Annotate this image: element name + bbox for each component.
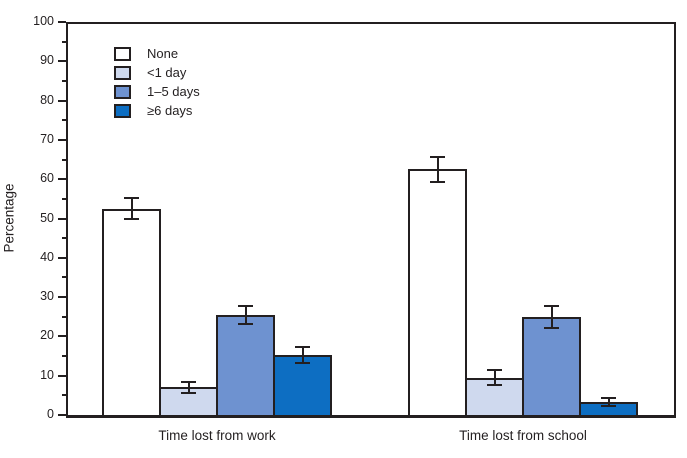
error-bar-line: [130, 198, 133, 220]
y-major-tick: [58, 335, 66, 338]
error-bar-cap-bottom: [487, 384, 502, 387]
error-bar-line: [436, 156, 439, 182]
legend-label: ≥6 days: [147, 103, 193, 118]
y-tick-label: 70: [40, 131, 54, 146]
error-bar-cap-bottom: [124, 218, 139, 221]
error-bar-cap-top: [295, 346, 310, 348]
bar: [273, 354, 332, 415]
y-minor-tick: [62, 355, 66, 358]
x-category-label: Time lost from work: [158, 428, 276, 443]
error-bar-line: [493, 370, 496, 386]
y-minor-tick: [62, 40, 66, 43]
legend-swatch: [114, 66, 131, 80]
y-minor-tick: [62, 79, 66, 82]
y-tick-label: 50: [40, 210, 54, 225]
y-major-tick: [58, 256, 66, 259]
y-minor-tick: [62, 119, 66, 122]
error-bar-line: [187, 381, 190, 393]
y-major-tick: [58, 414, 66, 416]
y-major-tick: [58, 178, 66, 181]
y-tick-label: 80: [40, 92, 54, 107]
error-bar-cap-top: [487, 369, 502, 372]
y-tick-label: 90: [40, 53, 54, 68]
bar: [408, 169, 467, 415]
error-bar-cap-top: [238, 304, 253, 307]
y-tick-label: 60: [40, 171, 54, 186]
error-bar-cap-bottom: [601, 405, 616, 408]
y-tick-label: 40: [40, 249, 54, 264]
legend-swatch: [114, 104, 131, 118]
y-minor-tick: [62, 315, 66, 318]
legend-label: <1 day: [147, 65, 187, 80]
error-bar-line: [244, 305, 247, 324]
legend-label: None: [147, 46, 179, 61]
y-major-tick: [58, 296, 66, 299]
error-bar-line: [550, 305, 553, 328]
legend-swatch: [114, 85, 131, 99]
bar: [102, 208, 161, 415]
x-category-label: Time lost from school: [459, 428, 587, 443]
legend-row: None: [114, 47, 200, 61]
legend-swatch: [114, 47, 131, 61]
error-bar-cap-bottom: [181, 391, 196, 394]
y-major-tick: [58, 217, 66, 220]
y-tick-label: 10: [40, 367, 54, 382]
error-bar-cap-bottom: [544, 326, 559, 329]
y-major-tick: [58, 60, 66, 63]
error-bar-cap-bottom: [295, 361, 310, 364]
y-tick-label: 30: [40, 289, 54, 304]
y-tick-label: 100: [33, 14, 54, 28]
legend-row: 1–5 days: [114, 85, 200, 99]
error-bar-cap-top: [181, 380, 196, 383]
bar: [522, 316, 581, 415]
error-bar-cap-top: [544, 304, 559, 307]
y-minor-tick: [62, 276, 66, 279]
bar: [216, 314, 275, 415]
error-bar-line: [607, 397, 610, 407]
error-bar-cap-top: [601, 396, 616, 399]
y-minor-tick: [62, 197, 66, 200]
y-minor-tick: [62, 237, 66, 240]
error-bar-line: [301, 347, 304, 363]
y-major-tick: [58, 99, 66, 102]
legend: None <1 day 1–5 days ≥6 days: [114, 47, 200, 123]
y-major-tick: [58, 21, 66, 23]
y-tick-label: 20: [40, 328, 54, 343]
plot-area-frame: [66, 22, 676, 418]
error-bar-cap-top: [430, 155, 445, 158]
legend-row: ≥6 days: [114, 104, 200, 118]
y-minor-tick: [62, 158, 66, 161]
y-minor-tick: [62, 394, 66, 397]
legend-label: 1–5 days: [147, 84, 200, 99]
legend-row: <1 day: [114, 66, 200, 80]
y-major-tick: [58, 138, 66, 141]
y-major-tick: [58, 374, 66, 377]
error-bar-cap-bottom: [430, 180, 445, 183]
error-bar-cap-bottom: [238, 322, 253, 325]
error-bar-cap-top: [124, 197, 139, 200]
y-tick-label: 0: [47, 407, 54, 421]
